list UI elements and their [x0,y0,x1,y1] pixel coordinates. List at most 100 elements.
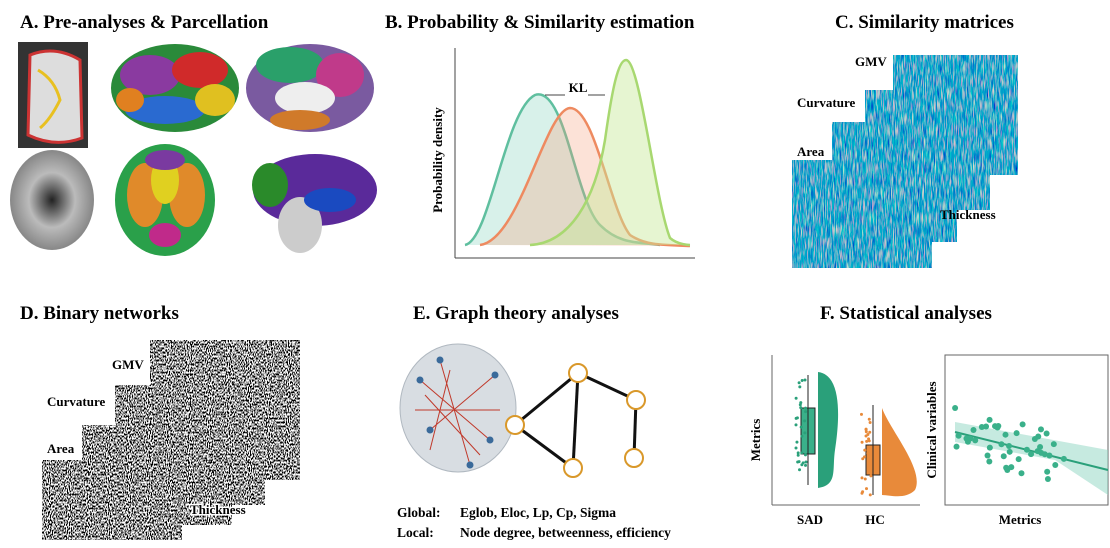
dot [865,487,868,490]
panel-title: D. Binary networks [20,303,179,324]
binary-stack [42,340,300,540]
dot [795,423,798,426]
dot [1035,448,1041,454]
dot [804,461,807,464]
dot [1006,443,1012,449]
dot [1007,449,1013,455]
dot [952,405,958,411]
dot [1020,421,1026,427]
dot [801,379,804,382]
dot [970,427,976,433]
dot [1028,451,1034,457]
layer-label: Thickness [190,502,246,517]
dot [798,468,801,471]
dot [796,460,799,463]
layer-label: Area [47,441,75,456]
dot [967,436,973,442]
dot [1024,447,1030,453]
dot [985,453,991,459]
dot [864,477,867,480]
dot [992,423,998,429]
dot [868,450,871,453]
dot [1046,453,1052,459]
layer-label: Curvature [47,394,105,409]
raincloud [772,355,920,505]
dot [795,441,798,444]
dot [800,426,803,429]
scatter [945,355,1108,505]
dot [797,454,800,457]
dot [863,449,866,452]
dot [802,461,805,464]
dot [803,431,806,434]
figure: A. Pre-analyses & Parcellation B. Probab… [0,0,1110,548]
panel-title: A. Pre-analyses & Parcellation [20,12,269,33]
panel-title: C. Similarity matrices [835,12,1014,33]
global-label: Global: [397,505,441,520]
group-label: SAD [797,512,823,527]
dot [868,445,871,448]
layer-label: Curvature [797,95,855,110]
dot [861,457,864,460]
dot [804,464,807,467]
panel-title: F. Statistical analyses [820,303,992,324]
dot [986,459,992,465]
dot [1001,453,1007,459]
panel-title: B. Probability & Similarity estimation [385,12,695,33]
dot [860,413,863,416]
dot [867,437,870,440]
dot [861,476,864,479]
layer-label: GMV [112,357,144,372]
dot [1044,430,1050,436]
dot [799,406,802,409]
dot [1061,456,1067,462]
y-label: Clinical variables [924,381,939,478]
group-label: HC [865,512,885,527]
brain-network [400,344,516,472]
dot [954,444,960,450]
dot [1003,465,1009,471]
dot [865,440,868,443]
dot [956,433,962,439]
dot [983,424,989,430]
dot [800,435,803,438]
dot [1045,476,1051,482]
dot [869,457,872,460]
dot [804,407,807,410]
dot [866,452,869,455]
dot [987,445,993,451]
dot [1044,469,1050,475]
brain-images [10,42,377,256]
dot [804,453,807,456]
dot [869,474,872,477]
dot [798,381,801,384]
dot [868,431,871,434]
graph [506,364,645,477]
dot [1014,430,1020,436]
y-label: Metrics [748,419,763,462]
dot [998,441,1004,447]
dot [1032,436,1038,442]
dot [869,421,872,424]
dot [865,428,868,431]
layer-label: Area [797,144,825,159]
dot [799,403,802,406]
dot [795,417,798,420]
local-text: Node degree, betweenness, efficiency [460,525,671,540]
dot [861,441,864,444]
y-label: Probability density [430,107,445,213]
layer-label: Thickness [940,207,996,222]
dot [800,451,803,454]
annotation: KL [569,80,588,95]
matrix-stack [792,55,1018,268]
dot [868,418,871,421]
panel-title: E. Graph theory analyses [413,303,619,324]
dot [861,490,864,493]
dot [804,410,807,413]
dot [1038,426,1044,432]
dot [798,385,801,388]
dot [795,446,798,449]
local-label: Local: [397,525,434,540]
dot [869,493,872,496]
dot [987,417,993,423]
